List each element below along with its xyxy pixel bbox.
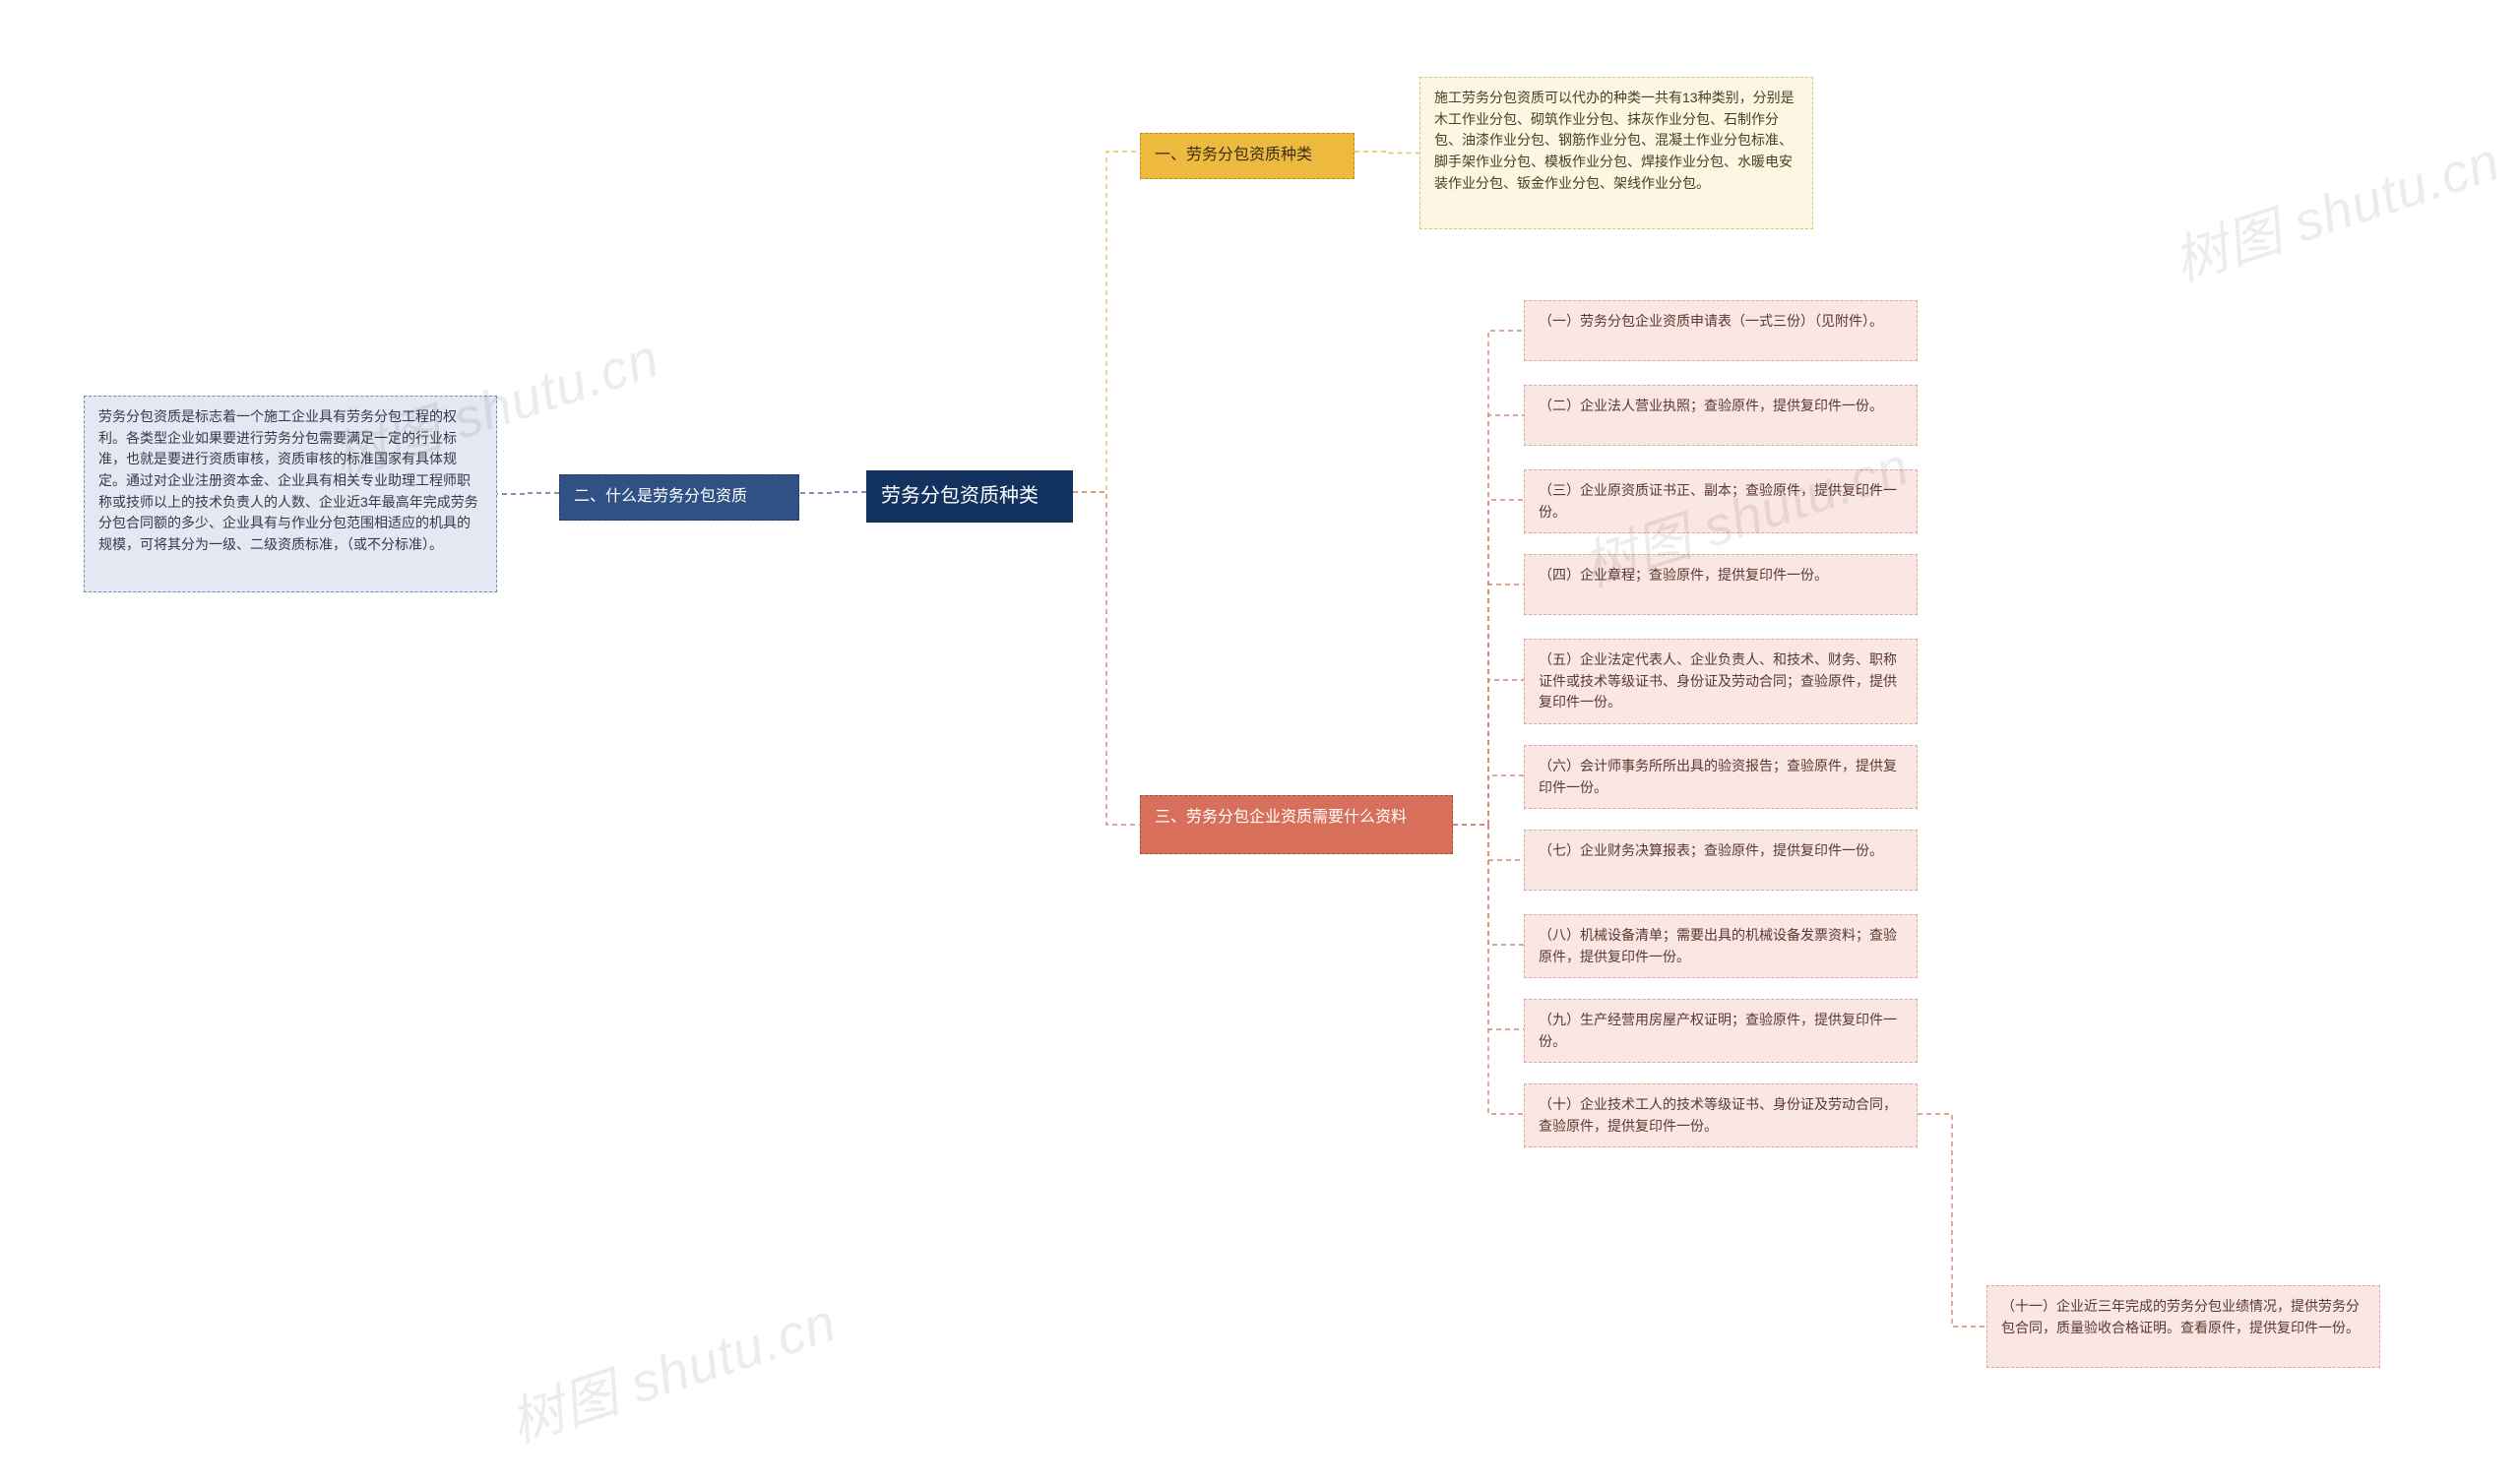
leaf-red-2: （二）企业法人营业执照；查验原件，提供复印件一份。	[1524, 385, 1918, 446]
branch-blue[interactable]: 二、什么是劳务分包资质	[559, 474, 799, 521]
leaf-red-1: （一）劳务分包企业资质申请表（一式三份）（见附件）。	[1524, 300, 1918, 361]
leaf-red-5: （五）企业法定代表人、企业负责人、和技术、财务、职称证件或技术等级证书、身份证及…	[1524, 639, 1918, 724]
root-node[interactable]: 劳务分包资质种类	[866, 470, 1073, 523]
watermark: 树图 shutu.cn	[2162, 117, 2508, 296]
leaf-red-9: （九）生产经营用房屋产权证明；查验原件，提供复印件一份。	[1524, 999, 1918, 1063]
leaf-yellow: 施工劳务分包资质可以代办的种类一共有13种类别，分别是木工作业分包、砌筑作业分包…	[1419, 77, 1813, 229]
branch-yellow[interactable]: 一、劳务分包资质种类	[1140, 133, 1354, 179]
leaf-red-10: （十）企业技术工人的技术等级证书、身份证及劳动合同，查验原件，提供复印件一份。	[1524, 1083, 1918, 1147]
leaf-red-6: （六）会计师事务所所出具的验资报告；查验原件，提供复印件一份。	[1524, 745, 1918, 809]
leaf-blue: 劳务分包资质是标志着一个施工企业具有劳务分包工程的权利。各类型企业如果要进行劳务…	[84, 396, 497, 592]
leaf-red-3: （三）企业原资质证书正、副本；查验原件，提供复印件一份。	[1524, 469, 1918, 533]
leaf-red-7: （七）企业财务决算报表；查验原件，提供复印件一份。	[1524, 830, 1918, 891]
connectors-layer	[0, 0, 2520, 1483]
leaf-red-8: （八）机械设备清单；需要出具的机械设备发票资料；查验原件，提供复印件一份。	[1524, 914, 1918, 978]
watermark: 树图 shutu.cn	[498, 1278, 845, 1457]
leaf-red-extra: （十一）企业近三年完成的劳务分包业绩情况，提供劳务分包合同，质量验收合格证明。查…	[1986, 1285, 2380, 1368]
branch-red[interactable]: 三、劳务分包企业资质需要什么资料	[1140, 795, 1453, 854]
leaf-red-4: （四）企业章程；查验原件，提供复印件一份。	[1524, 554, 1918, 615]
